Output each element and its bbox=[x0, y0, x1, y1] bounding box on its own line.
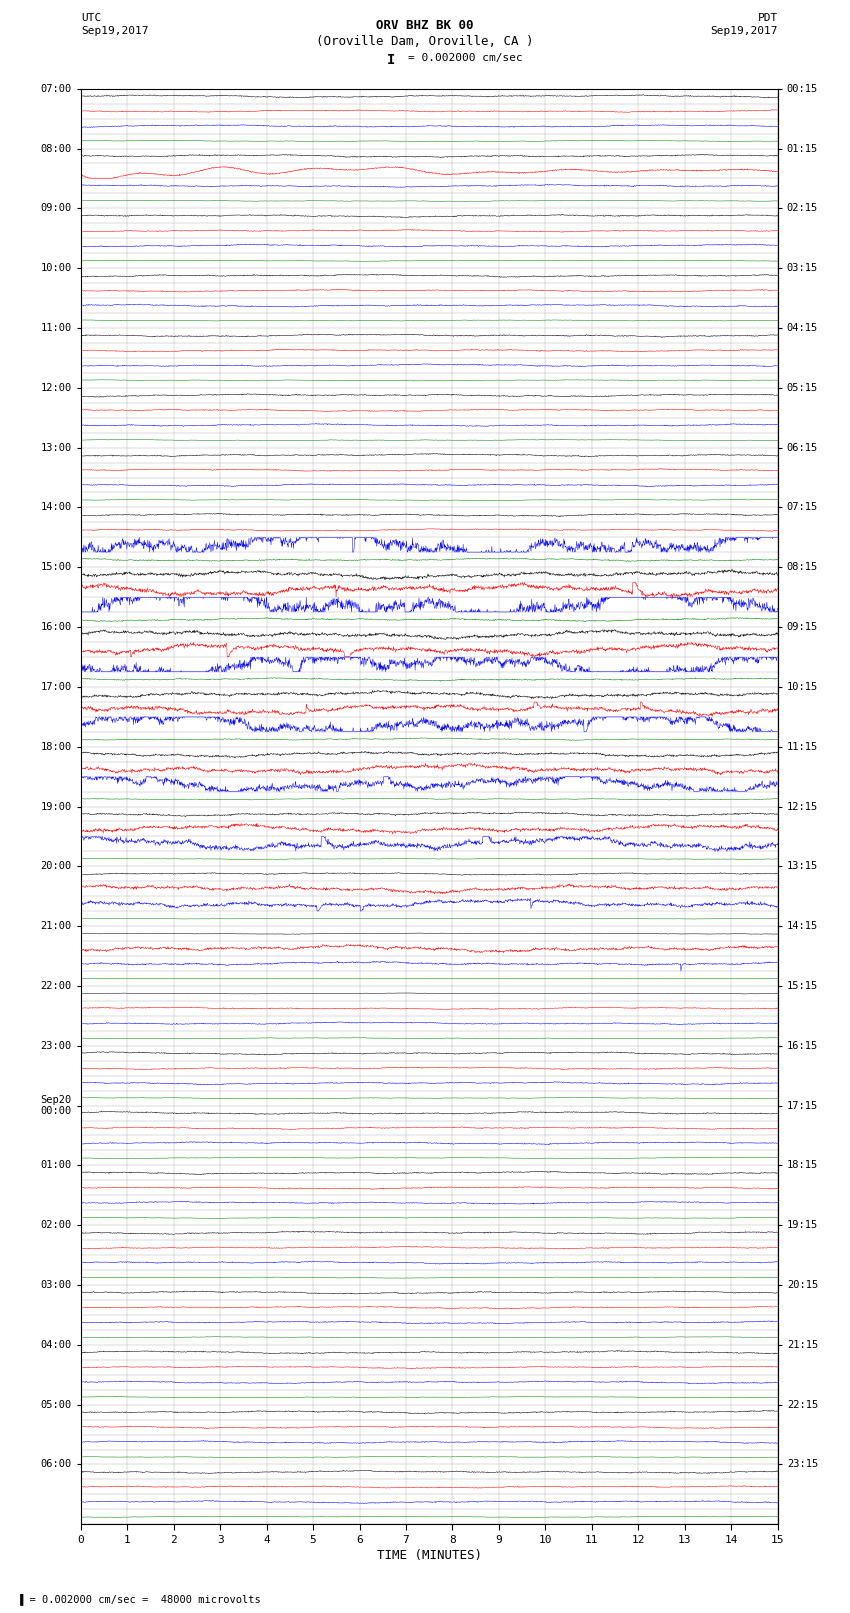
Text: Sep19,2017: Sep19,2017 bbox=[711, 26, 778, 35]
Text: Sep19,2017: Sep19,2017 bbox=[81, 26, 148, 35]
Text: = 0.002000 cm/sec: = 0.002000 cm/sec bbox=[408, 53, 523, 63]
Text: (Oroville Dam, Oroville, CA ): (Oroville Dam, Oroville, CA ) bbox=[316, 35, 534, 48]
X-axis label: TIME (MINUTES): TIME (MINUTES) bbox=[377, 1548, 482, 1561]
Text: UTC: UTC bbox=[81, 13, 101, 23]
Text: ORV BHZ BK 00: ORV BHZ BK 00 bbox=[377, 19, 473, 32]
Text: PDT: PDT bbox=[757, 13, 778, 23]
Text: I: I bbox=[387, 53, 395, 68]
Text: ▐ = 0.002000 cm/sec =  48000 microvolts: ▐ = 0.002000 cm/sec = 48000 microvolts bbox=[17, 1594, 261, 1605]
